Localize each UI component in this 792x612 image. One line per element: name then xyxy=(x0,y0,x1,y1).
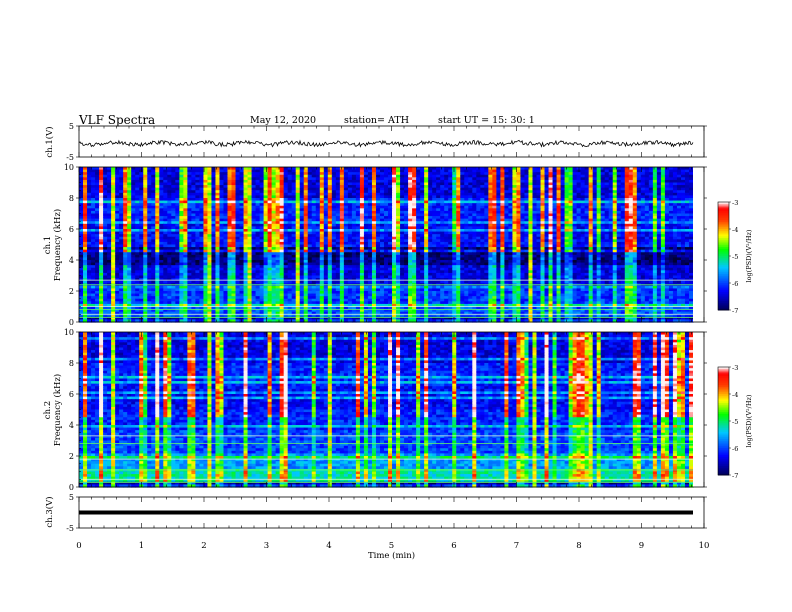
y-tick-label: 5 xyxy=(69,493,74,502)
y-tick-label: 2 xyxy=(69,287,74,296)
y-tick-label: 4 xyxy=(69,256,74,265)
x-tick-label: 1 xyxy=(139,541,144,551)
ch1-waveform-line xyxy=(79,140,693,146)
ch1-y-label: ch.1(V) xyxy=(44,126,55,157)
colorbar-tick-label: -5 xyxy=(732,253,738,261)
y-tick-label: 8 xyxy=(69,359,74,368)
ch3-waveform-line xyxy=(79,511,693,515)
x-tick-label: 3 xyxy=(264,541,269,551)
colorbar-tick-label: -5 xyxy=(732,418,738,426)
y-tick-label: 10 xyxy=(64,328,74,337)
colorbar-tick-label: -3 xyxy=(732,364,738,372)
spectrogram-blank-margin xyxy=(693,332,704,487)
y-tick-label: 4 xyxy=(69,421,74,430)
x-axis-label: Time (min) xyxy=(368,550,415,561)
y-tick-label: -5 xyxy=(66,153,74,162)
ch2-colorbar xyxy=(718,367,731,476)
colorbar-tick-label: -4 xyxy=(732,391,738,399)
ch1-colorbar xyxy=(718,202,731,311)
x-tick-label: 2 xyxy=(201,541,206,551)
colorbar-tick-label: -6 xyxy=(732,280,738,288)
ch1-spectrogram xyxy=(79,167,704,323)
ch2-freq-y-label: Frequency (kHz) xyxy=(52,374,63,446)
ch3-y-label: ch.3(V) xyxy=(44,496,55,527)
vlf-figure: 5-5024681002468105-5ch.1(V)ch.1 Frequency… xyxy=(0,0,792,612)
ch1-freq-y-label: Frequency (kHz) xyxy=(52,209,63,281)
y-tick-label: 6 xyxy=(69,390,74,399)
ch2-freq-y-label: ch.2 xyxy=(43,401,53,419)
colorbar-tick-label: -7 xyxy=(732,472,738,480)
x-tick-label: 8 xyxy=(576,541,581,551)
y-tick-label: 0 xyxy=(69,318,74,327)
y-tick-label: 2 xyxy=(69,452,74,461)
x-tick-label: 7 xyxy=(514,541,519,551)
ch2-spectrogram xyxy=(79,332,704,488)
colorbar-tick-label: -6 xyxy=(732,445,738,453)
x-tick-label: 4 xyxy=(326,541,331,551)
colorbar-tick-label: -3 xyxy=(732,199,738,207)
x-tick-label: 9 xyxy=(639,541,644,551)
x-tick-label: 6 xyxy=(451,541,456,551)
colorbar-tick-label: -7 xyxy=(732,307,738,315)
y-tick-label: 10 xyxy=(64,163,74,172)
colorbar-label: log(PSD)(V²/Hz) xyxy=(745,394,753,447)
y-tick-label: 6 xyxy=(69,225,74,234)
x-tick-label: 5 xyxy=(389,541,394,551)
y-tick-label: -5 xyxy=(66,524,74,533)
y-tick-label: 0 xyxy=(69,483,74,492)
y-tick-label: 5 xyxy=(69,122,74,131)
spectrogram-blank-margin xyxy=(693,167,704,322)
x-tick-label: 0 xyxy=(76,541,81,551)
x-tick-label: 10 xyxy=(699,541,710,551)
ch1-freq-y-label: ch.1 xyxy=(43,236,53,254)
colorbar-label: log(PSD)(V²/Hz) xyxy=(745,229,753,282)
y-tick-label: 8 xyxy=(69,194,74,203)
colorbar-tick-label: -4 xyxy=(732,226,738,234)
